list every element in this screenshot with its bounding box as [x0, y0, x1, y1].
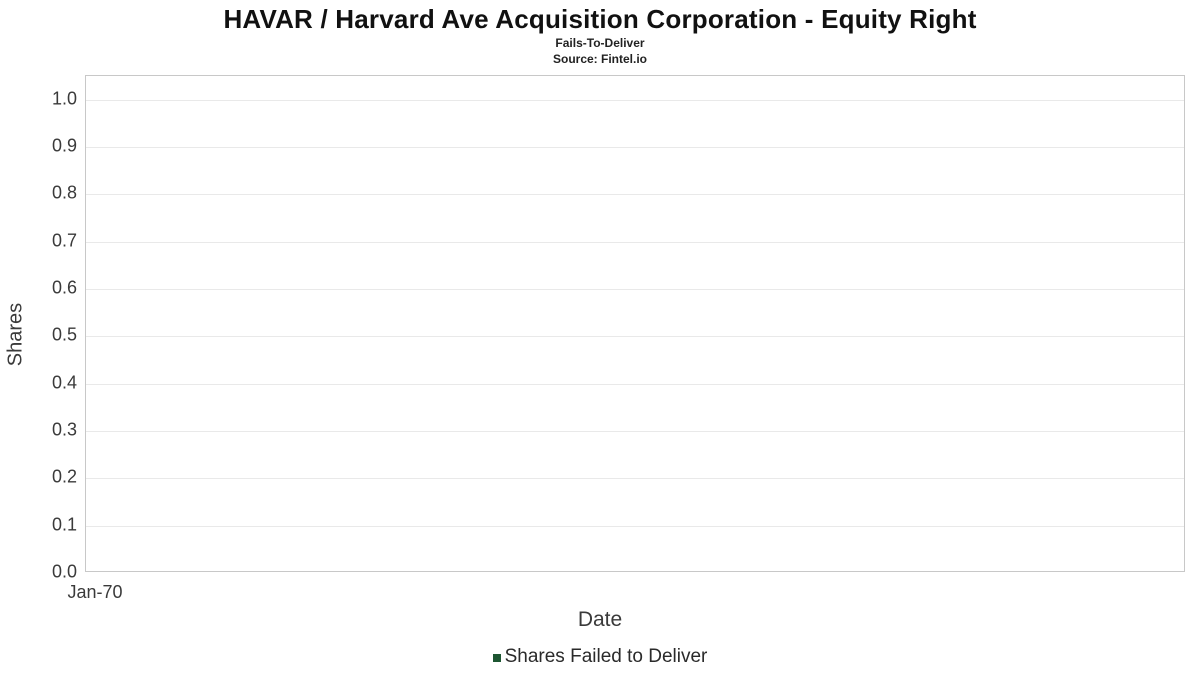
chart-source: Source: Fintel.io	[552, 52, 647, 66]
legend-marker-icon	[492, 654, 501, 662]
legend-label: Shares Failed to Deliver	[504, 646, 708, 667]
x-tick-label: Jan-70	[67, 582, 123, 602]
gridline	[86, 525, 1184, 527]
gridline	[86, 147, 1184, 148]
x-axis-label: Date	[577, 608, 623, 631]
gridline	[86, 289, 1184, 290]
y-tick-label: 0.9	[51, 135, 77, 156]
y-tick-label: 0.7	[51, 230, 77, 251]
y-axis-label: Shares	[4, 302, 27, 367]
gridline	[86, 99, 1184, 101]
gridline	[86, 241, 1184, 243]
gridline	[86, 383, 1184, 385]
chart-subtitle: Fails-To-Deliver	[555, 36, 645, 50]
gridline	[86, 431, 1184, 432]
legend: Shares Failed to Deliver	[0, 646, 1200, 668]
gridline	[86, 478, 1184, 480]
y-tick-label: 0.5	[51, 324, 77, 345]
y-tick-label: 0.2	[51, 466, 77, 487]
y-tick-label: 0.1	[51, 514, 77, 535]
y-tick-label: 0.3	[51, 419, 77, 440]
y-tick-label: 0.0	[51, 561, 77, 582]
y-tick-label: 0.6	[51, 277, 77, 298]
gridline	[86, 194, 1184, 196]
chart-title: HAVAR / Harvard Ave Acquisition Corporat…	[223, 4, 977, 34]
y-tick-label: 0.4	[51, 372, 77, 393]
y-tick-label: 0.8	[51, 182, 77, 203]
y-tick-label: 1.0	[51, 88, 77, 109]
plot-area	[85, 75, 1185, 572]
gridline	[86, 336, 1184, 338]
